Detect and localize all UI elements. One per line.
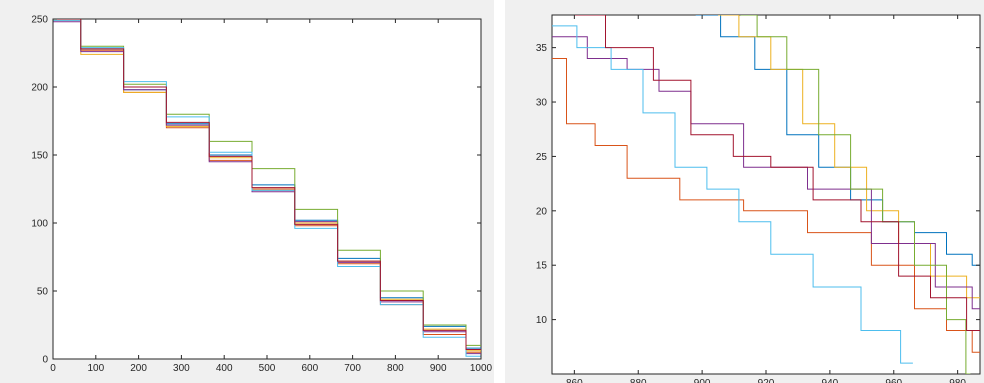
x-tick-label: 900	[694, 378, 711, 383]
line-chart-zoomed: 860 880 900 920 940 960 980 10 15 20 25 30 35	[536, 14, 981, 383]
y-tick-label: 100	[31, 219, 48, 230]
y-tick-label: 35	[536, 43, 548, 54]
x-tick-label: 200	[130, 363, 147, 374]
y-tick-label: 50	[37, 287, 49, 298]
series-line-7	[53, 19, 481, 350]
x-tick-label: 300	[173, 363, 190, 374]
series-line-7	[574, 15, 980, 331]
y-tick-label: 0	[42, 355, 48, 366]
chart-panel-right: 860 880 900 920 940 960 980 10 15 20 25 30 35	[505, 0, 984, 383]
y-tick-label: 200	[31, 83, 48, 94]
x-tick-label: 900	[430, 363, 447, 374]
x-tick-label: 1000	[470, 363, 493, 374]
x-tick-label: 600	[301, 363, 318, 374]
y-tick-label: 30	[536, 98, 548, 109]
y-tick-label: 10	[536, 315, 548, 326]
x-tick-label: 500	[259, 363, 276, 374]
x-tick-label: 980	[949, 378, 966, 383]
y-tick-label: 20	[536, 206, 548, 217]
x-tick-label: 880	[630, 378, 647, 383]
x-tick-label: 860	[566, 378, 583, 383]
line-chart-full: 0 100 200 300 400 500 600 700 800 900 1000 0 50 100 15…	[31, 15, 493, 375]
series-group	[53, 19, 481, 357]
x-tick-label: 0	[50, 363, 56, 374]
series-group	[552, 15, 980, 374]
x-tick-label: 700	[344, 363, 361, 374]
x-tick-label: 800	[387, 363, 404, 374]
y-tick-label: 250	[31, 15, 48, 26]
plot-area	[551, 14, 981, 375]
x-tick-label: 940	[822, 378, 839, 383]
series-line-5	[740, 15, 971, 374]
y-tick-label: 150	[31, 151, 48, 162]
x-tick-label: 960	[885, 378, 902, 383]
x-tick-label: 100	[87, 363, 104, 374]
chart-panel-left: 0 100 200 300 400 500 600 700 800 900 1000 0 50 100 15…	[0, 0, 494, 383]
series-line-6	[552, 25, 913, 364]
y-tick-label: 25	[536, 152, 548, 163]
y-tick-label: 15	[536, 261, 548, 272]
x-tick-label: 920	[758, 378, 775, 383]
x-tick-label: 400	[216, 363, 233, 374]
